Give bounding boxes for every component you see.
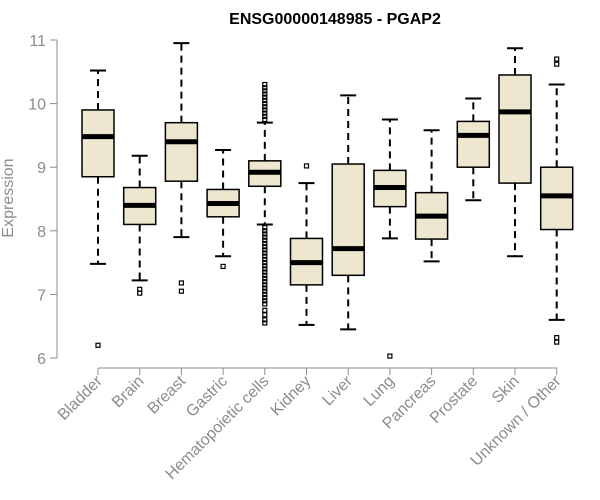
outlier-point [262,225,268,231]
y-axis-ticks: 6 7 8 9 10 11 [28,33,57,368]
outlier-point [262,282,268,288]
y-tick-label: 6 [37,351,46,368]
outlier-point [262,256,268,263]
outlier-point [262,231,268,237]
y-tick-label: 11 [29,33,46,50]
box-iqr [164,121,199,182]
outlier-point [262,312,268,318]
outlier-point [262,320,268,326]
outlier-point [137,286,143,292]
outlier-point [262,100,268,107]
box-iqr [331,163,365,277]
outlier-point [262,260,268,266]
outlier-point [554,61,560,67]
box-iqr [456,120,491,168]
y-tick-label: 7 [37,287,46,304]
outlier-point [178,288,184,294]
outlier-point [262,275,268,282]
box-group [331,94,365,331]
x-tick-label: Breast [145,372,190,417]
box-group [373,118,407,359]
outlier-point [262,250,268,256]
box-group [164,42,199,294]
box-group [81,69,115,348]
outlier-point [554,56,560,62]
box-group [122,154,157,296]
x-tick-label: Kidney [268,373,315,420]
outlier-point [220,263,226,270]
outlier-point [262,94,268,100]
outlier-point [262,244,268,250]
outlier-point [262,81,268,88]
y-tick-label: 9 [37,160,46,177]
outlier-point [262,269,268,275]
outlier-point [262,240,268,247]
outlier-point [262,307,268,313]
outlier-point [262,294,268,301]
outlier-point [262,263,268,269]
box-iqr [539,166,574,231]
outlier-point [262,88,268,94]
chart-title: ENSG00000148985 - PGAP2 [229,11,441,28]
outlier-point [262,97,268,104]
x-tick-label: Skin [489,373,523,407]
outlier-point [262,288,268,294]
outlier-point [262,104,268,110]
x-tick-label: Bladder [55,372,106,423]
box-iqr [81,109,115,178]
x-tick-label: Liver [319,372,356,409]
box-group [289,163,324,326]
outlier-point [262,85,268,91]
outlier-point [262,110,268,116]
x-tick-label: Lung [361,373,398,410]
box-group [248,81,282,326]
outlier-point [262,285,268,291]
outlier-point [262,253,268,259]
box-group [414,129,449,263]
outlier-point [262,301,268,307]
outlier-point [387,353,393,359]
outlier-point [303,163,310,169]
y-tick-label: 10 [28,97,46,114]
outlier-point [262,91,268,97]
outlier-point [262,266,268,272]
outlier-point [262,272,268,278]
outlier-point [262,247,268,253]
box-series [81,42,574,359]
outlier-point [262,298,268,304]
box-group [539,56,574,345]
outlier-point [554,335,560,341]
x-tick-label: Brain [109,373,147,411]
outlier-point [554,339,560,345]
outlier-point [262,317,268,323]
outlier-point [95,342,101,348]
outlier-point [262,237,268,243]
outlier-point [262,107,268,113]
y-axis-label: Expression [0,158,17,237]
box-group [498,47,532,258]
outlier-point [262,116,268,123]
outlier-point [262,113,268,119]
box-iqr [498,74,532,184]
outlier-point [262,234,268,240]
y-tick-label: 8 [37,224,46,241]
outlier-point [262,291,268,297]
outlier-point [262,279,268,285]
outlier-point [178,280,184,286]
box-group [206,149,240,270]
outlier-point [262,228,268,234]
box-group [456,97,491,202]
